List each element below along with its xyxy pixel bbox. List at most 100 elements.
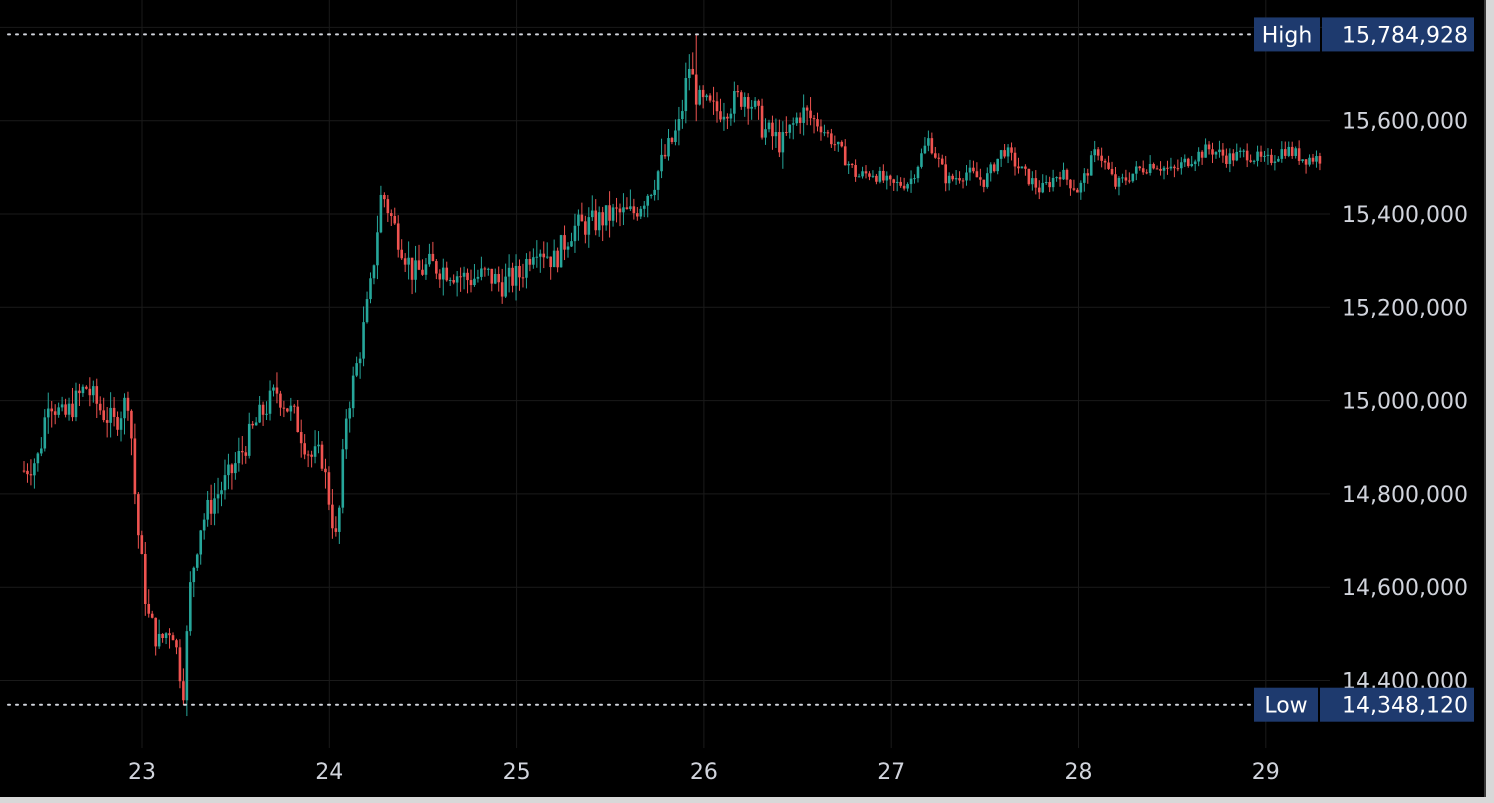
candle-body-up bbox=[1308, 157, 1311, 165]
candle-body-up bbox=[857, 176, 861, 178]
candle-body-down bbox=[396, 223, 400, 250]
candle-body-down bbox=[1048, 182, 1051, 188]
x-tick-label: 25 bbox=[503, 760, 531, 785]
candle-body-down bbox=[1207, 144, 1211, 150]
candle-body-down bbox=[410, 257, 414, 280]
candle-body-up bbox=[358, 358, 362, 364]
candle-body-down bbox=[670, 138, 674, 143]
candle-body-up bbox=[119, 418, 123, 430]
candle-body-up bbox=[802, 107, 805, 123]
candle-body-down bbox=[459, 276, 462, 278]
candle-body-down bbox=[1110, 168, 1114, 175]
candle-body-down bbox=[490, 268, 494, 284]
candle-body-up bbox=[1117, 177, 1121, 187]
candle-body-up bbox=[1162, 167, 1166, 171]
candle-body-down bbox=[854, 165, 857, 177]
candle-body-up bbox=[223, 475, 227, 491]
y-tick-label: 14,800,000 bbox=[1342, 483, 1468, 508]
candle-body-up bbox=[1294, 148, 1297, 156]
candle-body-up bbox=[67, 403, 71, 415]
y-tick-label: 15,600,000 bbox=[1342, 110, 1468, 135]
candle-body-down bbox=[982, 179, 986, 187]
candle-body-down bbox=[840, 141, 844, 147]
candle-body-down bbox=[53, 411, 57, 415]
candle-body-up bbox=[1228, 153, 1232, 164]
candle-body-up bbox=[677, 119, 681, 131]
candle-body-down bbox=[1103, 160, 1107, 163]
candle-body-down bbox=[1141, 168, 1145, 173]
candle-body-down bbox=[746, 97, 750, 109]
candle-body-down bbox=[864, 171, 868, 174]
candle-body-down bbox=[1186, 158, 1190, 167]
candle-body-up bbox=[847, 163, 850, 166]
candle-body-down bbox=[78, 390, 81, 394]
candle-body-up bbox=[705, 95, 708, 98]
candle-body-down bbox=[389, 213, 393, 217]
candle-body-up bbox=[338, 507, 341, 532]
candle-body-up bbox=[642, 205, 646, 209]
candle-body-up bbox=[1134, 166, 1138, 174]
candle-body-down bbox=[1152, 163, 1155, 169]
candle-body-down bbox=[771, 122, 774, 137]
candle-body-down bbox=[112, 407, 116, 417]
candle-body-up bbox=[906, 184, 909, 189]
candle-body-down bbox=[1232, 153, 1235, 161]
candle-body-down bbox=[1159, 168, 1162, 171]
candle-body-up bbox=[507, 267, 511, 277]
candle-body-up bbox=[597, 212, 601, 231]
candle-body-up bbox=[545, 256, 549, 258]
candle-body-up bbox=[514, 265, 518, 286]
candle-body-down bbox=[1024, 166, 1027, 169]
candle-body-up bbox=[1235, 151, 1239, 161]
candle-body-up bbox=[1093, 149, 1097, 156]
high-label-box bbox=[1254, 17, 1320, 52]
candle-body-down bbox=[1176, 168, 1180, 170]
candle-body-up bbox=[1083, 173, 1086, 183]
candle-body-down bbox=[497, 274, 501, 283]
candle-body-down bbox=[1107, 162, 1110, 169]
candle-body-down bbox=[1037, 187, 1041, 193]
candle-body-up bbox=[1242, 150, 1245, 152]
candle-body-down bbox=[230, 464, 234, 474]
x-tick-label: 27 bbox=[877, 760, 905, 785]
candle-body-down bbox=[140, 535, 144, 555]
candle-body-down bbox=[130, 410, 133, 439]
candle-body-up bbox=[441, 267, 445, 280]
candle-body-up bbox=[199, 530, 203, 555]
candle-body-up bbox=[355, 363, 358, 376]
candle-body-down bbox=[306, 454, 310, 456]
candle-body-up bbox=[781, 132, 785, 153]
candle-body-down bbox=[618, 208, 622, 213]
candle-body-down bbox=[1259, 151, 1263, 157]
candle-body-up bbox=[202, 519, 206, 531]
candle-body-up bbox=[1280, 149, 1284, 159]
x-axis: 23 24 25 26 27 28 29 bbox=[128, 760, 1280, 785]
candle-body-up bbox=[289, 405, 293, 412]
candle-body-up bbox=[573, 225, 577, 242]
candle-body-up bbox=[1044, 182, 1048, 184]
candle-body-up bbox=[684, 78, 688, 112]
candle-body-up bbox=[1273, 161, 1277, 163]
candle-body-up bbox=[538, 253, 542, 257]
candle-body-up bbox=[566, 246, 570, 250]
candle-body-down bbox=[542, 253, 546, 258]
candle-body-down bbox=[137, 494, 140, 536]
y-tick-label: 14,600,000 bbox=[1342, 576, 1468, 601]
candle-body-down bbox=[310, 454, 313, 457]
candle-body-up bbox=[629, 206, 632, 210]
candle-body-down bbox=[403, 258, 407, 265]
candle-body-down bbox=[296, 406, 300, 433]
candle-body-up bbox=[913, 178, 916, 180]
candle-body-down bbox=[71, 403, 74, 418]
candle-body-up bbox=[577, 214, 580, 226]
candle-body-up bbox=[535, 256, 539, 258]
candle-body-up bbox=[1183, 158, 1187, 163]
candle-body-up bbox=[1301, 159, 1304, 161]
candle-body-down bbox=[875, 175, 878, 182]
candle-body-up bbox=[189, 582, 192, 632]
candle-body-down bbox=[143, 554, 147, 605]
candle-body-down bbox=[937, 157, 941, 159]
candle-body-down bbox=[798, 117, 802, 123]
